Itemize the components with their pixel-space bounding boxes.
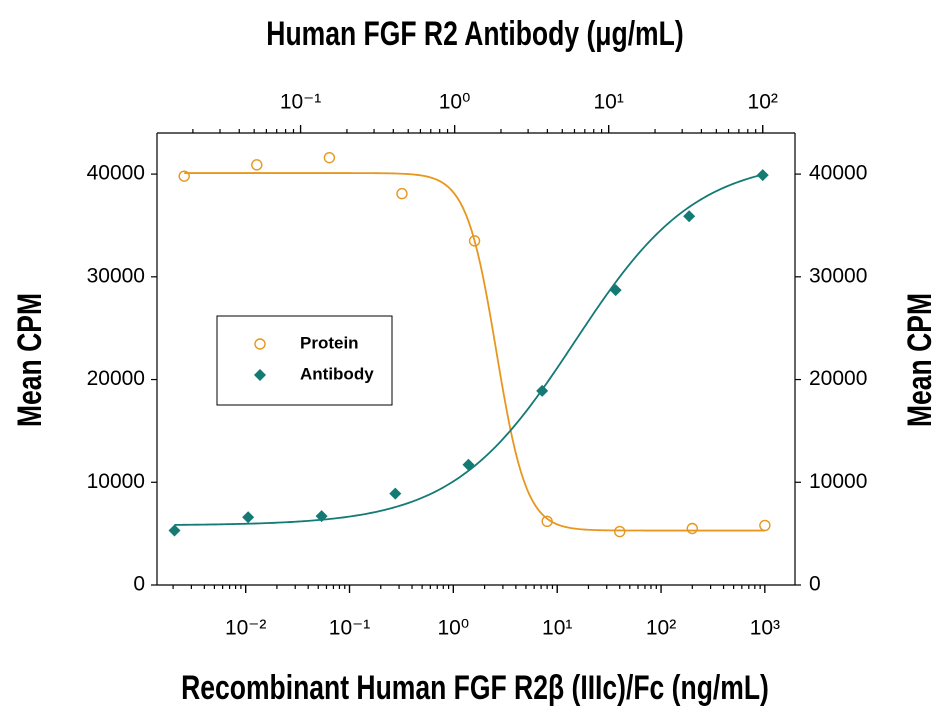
data-point	[315, 510, 328, 523]
y2-tick-label: 20000	[809, 367, 867, 390]
y-tick-label: 10000	[87, 470, 145, 493]
x-axis-label: Recombinant Human FGF R2β (IIIc)/Fc (ng/…	[181, 669, 769, 707]
chart-title: Human FGF R2 Antibody (μg/mL)	[266, 15, 683, 53]
legend-label: Antibody	[300, 364, 374, 383]
data-point	[541, 515, 553, 528]
data-point	[536, 384, 549, 397]
data-point	[759, 519, 771, 532]
data-point	[168, 524, 181, 537]
fit-curve	[174, 173, 763, 526]
x-tick-label: 10²	[646, 617, 676, 640]
y2-tick-label: 0	[809, 573, 821, 596]
legend-label: Protein	[300, 333, 359, 352]
data-point	[686, 522, 698, 535]
x-tick-label: 10⁻²	[225, 617, 266, 640]
x-tick-label: 10¹	[542, 617, 572, 640]
y2-tick-label: 40000	[809, 162, 867, 185]
x-tick-label: 10⁻¹	[329, 617, 370, 640]
legend-marker	[254, 338, 266, 350]
data-point	[323, 151, 336, 164]
data-point	[683, 210, 696, 223]
data-point	[609, 284, 622, 297]
data-point	[462, 458, 475, 471]
x2-tick-label: 10²	[748, 91, 778, 114]
legend-box	[216, 315, 393, 406]
x2-tick-label: 10¹	[593, 91, 623, 114]
data-point	[251, 159, 263, 171]
data-point	[396, 187, 408, 200]
y2-axis-label: Mean CPM	[901, 293, 939, 427]
y-tick-label: 30000	[87, 264, 145, 287]
data-point	[756, 169, 769, 182]
legend-marker	[254, 369, 266, 381]
data-point	[242, 511, 255, 524]
x2-tick-label: 10⁻¹	[280, 91, 321, 114]
data-point	[468, 235, 481, 247]
x-tick-label: 10³	[750, 617, 780, 640]
y-tick-label: 40000	[87, 162, 145, 185]
fit-curve	[184, 172, 765, 532]
y-tick-label: 0	[133, 573, 145, 596]
y2-tick-label: 10000	[809, 470, 867, 493]
y-tick-label: 20000	[87, 367, 145, 390]
y2-tick-label: 30000	[809, 264, 867, 287]
data-point	[389, 487, 402, 500]
x-tick-label: 10⁰	[437, 617, 469, 640]
data-point	[178, 170, 190, 182]
x2-tick-label: 10⁰	[439, 91, 471, 114]
y-axis-label: Mean CPM	[11, 293, 49, 427]
data-point	[614, 525, 626, 538]
